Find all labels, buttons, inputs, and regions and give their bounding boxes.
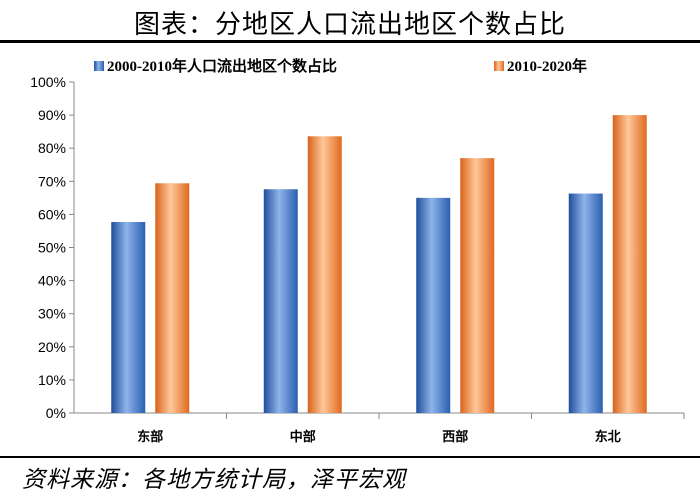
legend: 2000-2010年人口流出地区个数占比 2010-2020年 <box>94 57 587 75</box>
y-tick-label: 30% <box>38 306 66 322</box>
x-tick-label: 西部 <box>442 429 468 445</box>
y-tick-label: 60% <box>38 206 66 222</box>
x-tick-label: 东北 <box>595 429 621 445</box>
bar-series1-1 <box>263 189 298 413</box>
legend-label-series1: 2000-2010年人口流出地区个数占比 <box>107 57 337 75</box>
bars <box>111 115 647 413</box>
y-tick-label: 40% <box>38 273 66 289</box>
bar-series1-2 <box>416 197 451 413</box>
x-tick-label: 中部 <box>290 429 316 445</box>
y-tick-label: 70% <box>38 173 66 189</box>
legend-label-series2: 2010-2020年 <box>507 57 587 75</box>
bar-series2-1 <box>307 136 342 413</box>
bar-series1-3 <box>568 193 603 413</box>
y-tick-label: 100% <box>30 74 66 90</box>
bar-series2-2 <box>460 158 495 413</box>
bar-series2-0 <box>155 183 190 413</box>
bar-series1-0 <box>111 222 146 413</box>
title-rule <box>0 40 700 43</box>
legend-swatch-series2 <box>494 61 504 71</box>
y-tick-label: 20% <box>38 339 66 355</box>
source-rule <box>0 456 700 458</box>
y-tick-label: 10% <box>38 372 66 388</box>
y-tick-label: 80% <box>38 140 66 156</box>
legend-swatch-series1 <box>94 61 104 71</box>
x-tick-label: 东部 <box>137 429 163 445</box>
y-tick-label: 50% <box>38 240 66 256</box>
bar-chart: 0% 10% 20% 30% 40% 50% 60% 70% 80% 90% 100% 东部 中部 西部 东… <box>30 57 685 445</box>
chart-title: 图表：分地区人口流出地区个数占比 <box>133 10 566 40</box>
y-tick-label: 0% <box>46 405 66 421</box>
y-tick-label: 90% <box>38 107 66 123</box>
bar-series2-3 <box>612 115 647 413</box>
source-note: 资料来源：各地方统计局，泽平宏观 <box>22 467 406 493</box>
